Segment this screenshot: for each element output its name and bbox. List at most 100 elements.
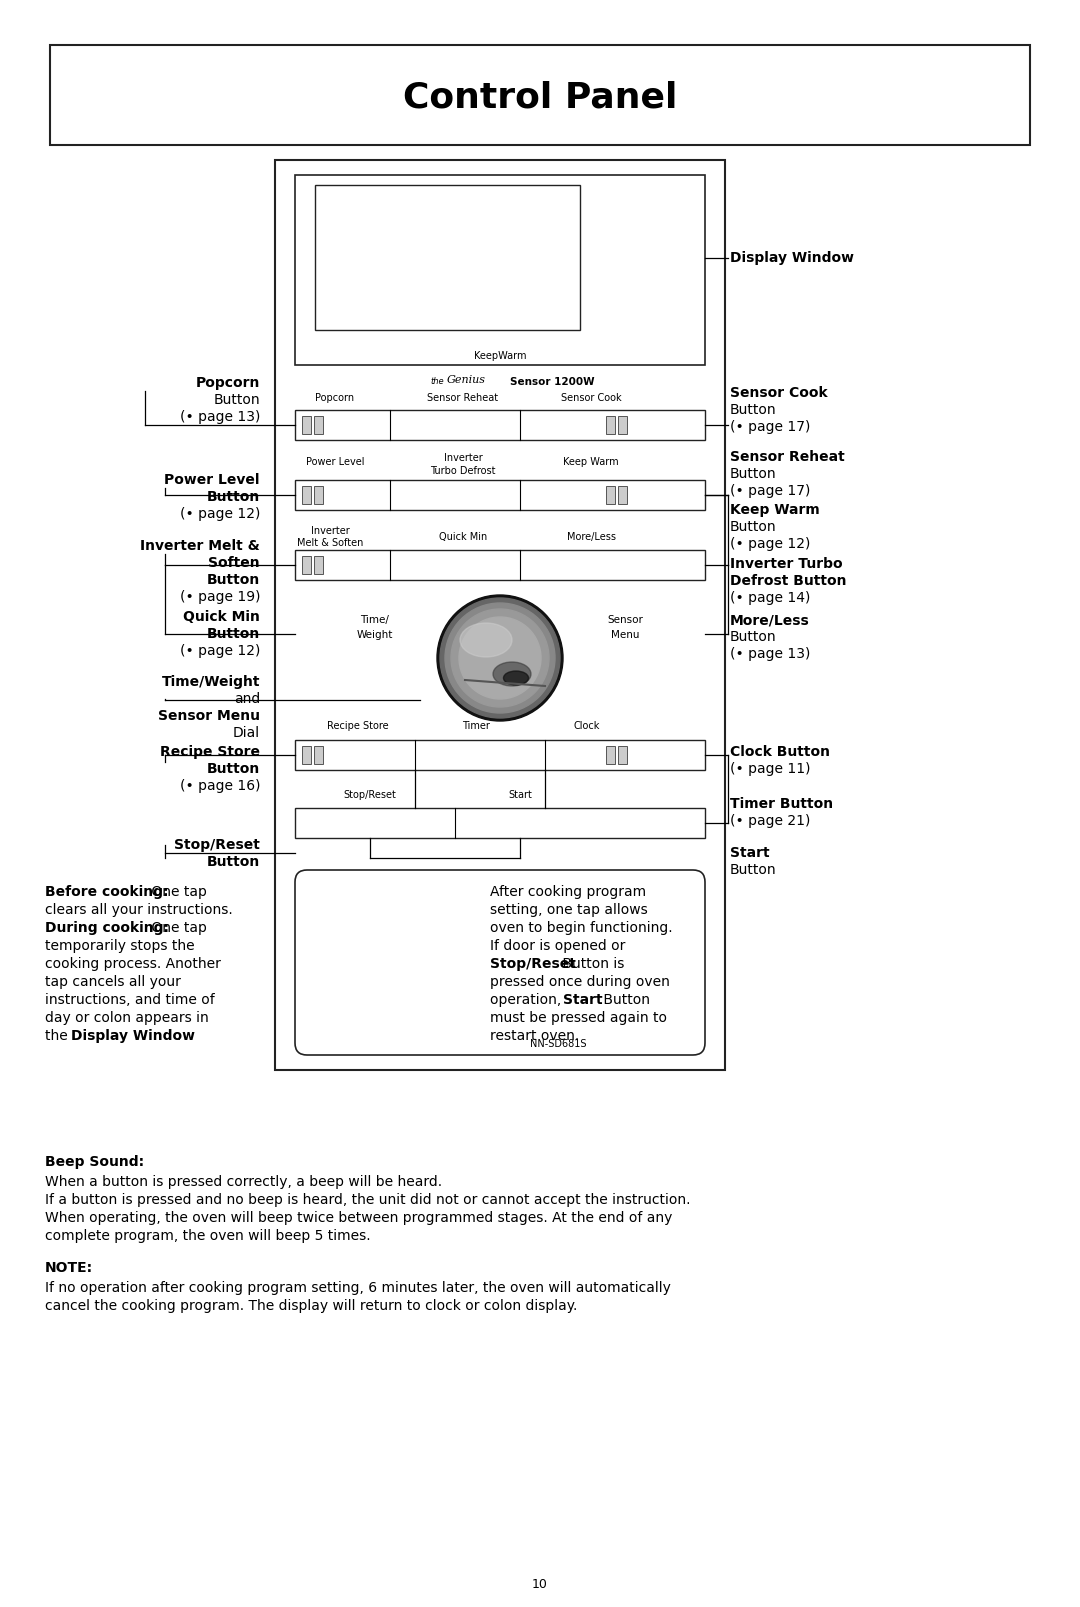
Bar [302,416,311,434]
Text: (• page 11): (• page 11) [730,762,810,776]
Bar [606,746,615,763]
Text: Soften: Soften [208,556,260,570]
Text: Button: Button [730,468,777,480]
Text: Sensor Reheat: Sensor Reheat [428,394,499,403]
Bar [606,416,615,434]
Text: Clock Button: Clock Button [730,746,831,759]
Bar [315,185,580,329]
Circle shape [437,595,563,722]
Text: Weight: Weight [356,630,393,640]
Text: setting, one tap allows: setting, one tap allows [490,903,648,918]
Text: restart oven.: restart oven. [490,1028,579,1043]
Text: (• page 12): (• page 12) [179,644,260,657]
Text: Dial: Dial [233,726,260,739]
Text: pressed once during oven: pressed once during oven [490,975,670,988]
Text: If door is opened or: If door is opened or [490,938,625,953]
Bar [314,556,323,574]
Ellipse shape [503,672,528,685]
Text: Beep Sound:: Beep Sound: [45,1155,144,1168]
Text: One tap: One tap [147,885,207,898]
Text: Sensor: Sensor [607,615,643,625]
Bar [50,45,1030,145]
Text: When a button is pressed correctly, a beep will be heard.: When a button is pressed correctly, a be… [45,1175,442,1189]
Bar [275,161,725,1070]
Circle shape [445,603,555,714]
Text: temporarily stops the: temporarily stops the [45,938,194,953]
Text: (• page 13): (• page 13) [730,648,810,660]
Text: One tap: One tap [147,921,207,935]
Text: Button: Button [214,394,260,407]
Text: (• page 17): (• page 17) [730,419,810,434]
Ellipse shape [492,662,531,686]
Bar [314,416,323,434]
Bar [295,739,705,770]
Bar [295,550,705,580]
Text: (• page 17): (• page 17) [730,484,810,498]
Text: Inverter: Inverter [444,453,483,463]
Text: Turbo Defrost: Turbo Defrost [430,466,496,476]
Text: (• page 14): (• page 14) [730,591,810,604]
Text: cooking process. Another: cooking process. Another [45,958,221,971]
Bar [618,416,627,434]
Bar [314,485,323,505]
Text: Sensor Reheat: Sensor Reheat [730,450,845,464]
Bar [295,808,705,837]
Text: Control Panel: Control Panel [403,80,677,114]
Text: Quick Min: Quick Min [438,532,487,542]
Text: Before cooking:: Before cooking: [45,885,168,898]
Text: Button: Button [730,863,777,877]
Text: Sensor Cook: Sensor Cook [561,394,621,403]
Text: Power Level: Power Level [306,456,364,468]
Text: Inverter Melt &: Inverter Melt & [140,538,260,553]
Text: When operating, the oven will beep twice between programmed stages. At the end o: When operating, the oven will beep twice… [45,1212,673,1225]
Text: Button is: Button is [558,958,624,971]
Text: Popcorn: Popcorn [315,394,354,403]
Text: Inverter Turbo: Inverter Turbo [730,558,842,570]
Text: More/Less: More/Less [730,612,810,627]
Bar [606,485,615,505]
Text: If no operation after cooking program setting, 6 minutes later, the oven will au: If no operation after cooking program se… [45,1281,671,1295]
Text: (• page 21): (• page 21) [730,815,810,828]
Bar [302,485,311,505]
Text: clears all your instructions.: clears all your instructions. [45,903,233,918]
Text: day or colon appears in: day or colon appears in [45,1011,208,1025]
Text: (• page 13): (• page 13) [179,410,260,424]
Text: Button: Button [206,490,260,505]
Text: Keep Warm: Keep Warm [563,456,619,468]
Text: Button: Button [730,630,777,644]
Text: Time/: Time/ [361,615,390,625]
Text: and: and [233,693,260,705]
Text: tap cancels all your: tap cancels all your [45,975,180,988]
Text: Genius: Genius [447,374,486,386]
Text: Timer Button: Timer Button [730,797,833,812]
Text: (• page 12): (• page 12) [730,537,810,551]
Text: cancel the cooking program. The display will return to clock or colon display.: cancel the cooking program. The display … [45,1298,578,1313]
Text: NOTE:: NOTE: [45,1261,93,1274]
Text: If a button is pressed and no beep is heard, the unit did not or cannot accept t: If a button is pressed and no beep is he… [45,1192,690,1207]
Bar [302,746,311,763]
Text: During cooking:: During cooking: [45,921,168,935]
Text: Melt & Soften: Melt & Soften [297,538,363,548]
Text: Timer: Timer [462,722,490,731]
Text: Recipe Store: Recipe Store [327,722,389,731]
Ellipse shape [460,624,512,657]
Circle shape [451,609,549,707]
Bar [618,485,627,505]
Text: Stop/Reset: Stop/Reset [174,837,260,852]
Text: Inverter: Inverter [311,525,349,537]
Bar [314,746,323,763]
Text: More/Less: More/Less [567,532,616,542]
Text: instructions, and time of: instructions, and time of [45,993,215,1008]
Text: Power Level: Power Level [164,472,260,487]
Text: Clock: Clock [573,722,600,731]
Bar [295,480,705,509]
Text: Time/Weight: Time/Weight [162,675,260,689]
Bar [618,746,627,763]
Text: Stop/Reset: Stop/Reset [343,791,396,800]
Text: Display Window: Display Window [730,251,854,265]
Text: Button: Button [730,403,777,416]
Text: .: . [176,1028,180,1043]
Text: Button: Button [206,855,260,869]
Text: Recipe Store: Recipe Store [160,746,260,759]
Text: the: the [45,1028,72,1043]
